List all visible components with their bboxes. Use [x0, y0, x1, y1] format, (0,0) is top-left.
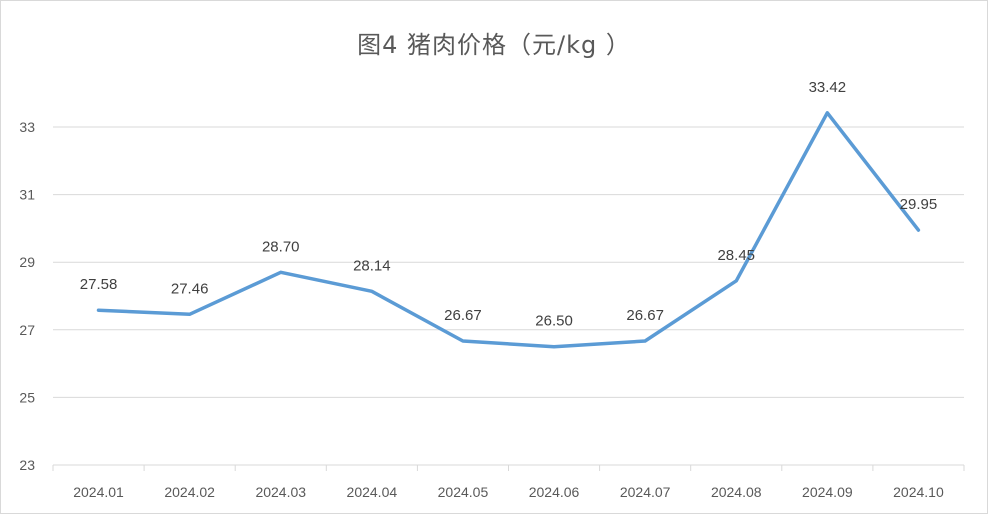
data-label: 26.50	[535, 313, 573, 330]
x-tick-label: 2024.01	[73, 484, 124, 500]
series-line	[96, 111, 921, 349]
chart-title: 图4 猪肉价格（元/kg ）	[357, 31, 631, 59]
x-tick-label: 2024.03	[255, 484, 306, 500]
data-label: 28.70	[262, 238, 300, 255]
y-tick-label: 33	[19, 119, 35, 135]
x-tick-label: 2024.02	[164, 484, 215, 500]
y-tick-label: 31	[19, 187, 35, 203]
data-label: 26.67	[444, 307, 482, 324]
data-label: 33.42	[809, 79, 847, 96]
x-tick-label: 2024.08	[711, 484, 762, 500]
y-tick-label: 29	[19, 254, 35, 270]
data-label: 29.95	[900, 196, 938, 213]
data-label: 27.58	[80, 276, 118, 293]
x-tick-label: 2024.05	[438, 484, 489, 500]
data-label: 28.14	[353, 257, 391, 274]
x-tick-label: 2024.04	[347, 484, 398, 500]
data-label: 28.45	[717, 247, 755, 264]
x-tick-label: 2024.06	[529, 484, 580, 500]
y-tick-label: 23	[19, 457, 35, 473]
y-tick-label: 25	[19, 389, 35, 405]
x-tick-label: 2024.07	[620, 484, 671, 500]
data-label: 26.67	[626, 307, 664, 324]
x-tick-label: 2024.10	[893, 484, 944, 500]
x-tick-label: 2024.09	[802, 484, 853, 500]
data-label: 27.46	[171, 280, 209, 297]
y-tick-label: 27	[19, 322, 35, 338]
